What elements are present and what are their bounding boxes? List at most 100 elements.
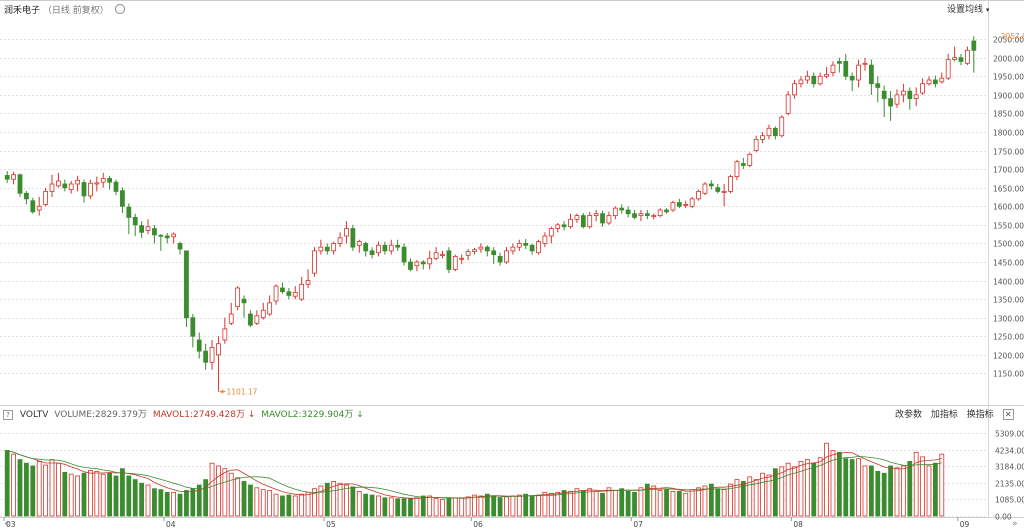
candle-body	[228, 313, 234, 324]
candle-body	[24, 192, 29, 200]
volume-bar	[881, 472, 887, 517]
volume-bar	[184, 490, 189, 517]
candle-body	[536, 241, 541, 254]
volume-bar	[478, 495, 484, 517]
volume-bar	[132, 479, 138, 517]
volume-bar	[676, 491, 682, 517]
candle-body	[280, 287, 285, 293]
candle-body	[286, 291, 292, 296]
volume-bar	[241, 481, 247, 517]
volume-bar	[907, 460, 913, 517]
volume-bar	[785, 462, 791, 517]
help-icon[interactable]: ?	[3, 410, 13, 420]
volume-bar	[836, 451, 842, 517]
candle-body	[120, 190, 125, 207]
candle-body	[305, 280, 311, 285]
candle-body	[126, 206, 132, 218]
candle-body	[952, 57, 957, 60]
candle-body	[747, 153, 753, 166]
candle-body	[804, 75, 810, 81]
candle-body	[452, 256, 458, 270]
switch-indicator-button[interactable]: 换指标	[966, 410, 994, 420]
candle-body	[753, 139, 759, 151]
volume-bar	[126, 475, 132, 517]
volume-tick-label: 2135.00	[995, 480, 1024, 489]
price-tick-label: 1150.00	[993, 370, 1024, 379]
volume-bar	[158, 489, 164, 517]
change-params-button[interactable]: 改参数	[895, 410, 923, 420]
scroll-right-button[interactable]: »	[1012, 519, 1018, 529]
volume-tick-label: 0.00	[995, 513, 1012, 522]
candle-body	[939, 77, 945, 83]
candle-body	[971, 40, 977, 51]
volume-bar	[388, 497, 394, 517]
volume-bar	[747, 476, 753, 517]
month-label: 09	[960, 520, 970, 529]
candle-body	[497, 256, 503, 263]
candle-body	[548, 228, 554, 237]
volume-bar	[913, 451, 919, 517]
candle-body	[62, 183, 68, 189]
volume-bar	[772, 468, 778, 517]
candle-body	[395, 244, 401, 248]
candle-body	[478, 246, 484, 250]
volume-bar	[88, 470, 93, 517]
volume-bar	[56, 462, 61, 517]
volume-bar	[740, 481, 746, 517]
volume-bar	[849, 459, 855, 517]
volume-bar	[331, 481, 337, 517]
candle-body	[267, 302, 273, 315]
candle-body	[529, 244, 535, 252]
candle-body	[849, 75, 855, 81]
month-axis: 03 04 05 06 07 08 09	[3, 517, 970, 529]
add-indicator-button[interactable]: 加指标	[930, 410, 958, 420]
candle-body	[190, 317, 196, 337]
volume-bar	[548, 492, 554, 517]
candle-body	[945, 59, 951, 79]
candle-body	[94, 182, 100, 185]
candle-body	[785, 94, 791, 114]
candle-body	[657, 209, 663, 216]
volume-bar	[753, 479, 759, 517]
candle-body	[254, 315, 260, 324]
candle-body	[862, 62, 868, 65]
price-tick-label: 1300.00	[993, 315, 1024, 324]
scroll-left-button[interactable]: «	[4, 519, 10, 529]
volume-bar	[933, 462, 938, 517]
chart-header: 润禾电子 （日线 前复权）	[4, 4, 125, 17]
month-label: 06	[473, 520, 483, 529]
gear-icon[interactable]	[114, 4, 125, 14]
volume-bar	[830, 450, 836, 517]
close-icon[interactable]: ✕	[1002, 409, 1014, 420]
candle-body	[881, 90, 887, 99]
candle-body	[337, 237, 343, 244]
volume-bar	[36, 460, 42, 517]
month-label: 04	[166, 520, 176, 529]
mavol2-line	[7, 450, 942, 499]
volume-bar	[446, 497, 452, 517]
volume-y-axis: 5309.00 4234.00 3184.00 2135.00 1085.00 0.00	[995, 430, 1024, 522]
candle-body	[235, 287, 241, 307]
candle-body	[702, 183, 708, 194]
candle-body	[836, 61, 842, 64]
volume-bar	[619, 488, 625, 517]
volume-bar	[4, 450, 10, 517]
candle-body	[203, 350, 209, 363]
volume-bar	[510, 495, 516, 517]
volume-bar	[318, 485, 324, 517]
candle-body	[766, 127, 772, 137]
candle-body	[177, 243, 183, 250]
candle-body	[516, 243, 522, 248]
candle-body	[606, 215, 612, 224]
candle-body	[158, 234, 164, 237]
volume-bar	[356, 491, 362, 517]
volume-tick-label: 1085.00	[995, 496, 1024, 505]
volume-bar	[683, 492, 689, 517]
candle-body	[152, 228, 157, 236]
candle-body	[171, 233, 177, 238]
settings-ma-button[interactable]: 设置均线 ▾	[947, 4, 989, 16]
volume-bar	[670, 491, 676, 517]
candlestick-series	[4, 36, 977, 392]
candle-body	[907, 90, 913, 99]
